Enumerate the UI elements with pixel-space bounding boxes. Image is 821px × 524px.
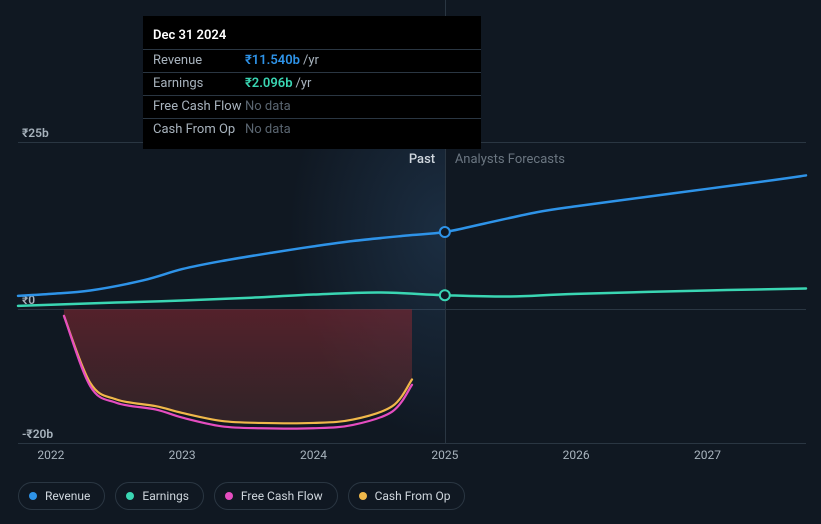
legend-label: Cash From Op bbox=[375, 489, 451, 503]
tooltip-row-nodata: No data bbox=[245, 98, 291, 116]
x-axis-tick-label: 2025 bbox=[431, 448, 458, 462]
tooltip-row-label: Revenue bbox=[153, 52, 245, 70]
tooltip-row: Revenue₹11.540b /yr bbox=[143, 49, 481, 72]
series-area-cash-from-op bbox=[64, 309, 412, 423]
tooltip-row-label: Cash From Op bbox=[153, 121, 245, 139]
chart-area: ₹25b₹0-₹20b Past Analysts Forecasts bbox=[18, 128, 806, 443]
tooltip-row-value: ₹11.540b bbox=[245, 52, 300, 70]
tooltip-date: Dec 31 2024 bbox=[143, 24, 481, 49]
tooltip-row-nodata: No data bbox=[245, 121, 291, 139]
chart-plot[interactable] bbox=[18, 142, 806, 443]
tooltip-row-unit: /yr bbox=[303, 52, 319, 70]
tooltip-row-label: Free Cash Flow bbox=[153, 98, 245, 116]
gridline bbox=[18, 443, 806, 444]
x-axis-tick-label: 2022 bbox=[37, 448, 64, 462]
legend-item-revenue[interactable]: Revenue bbox=[18, 482, 105, 510]
series-line-revenue bbox=[18, 175, 806, 295]
x-axis-tick-label: 2026 bbox=[563, 448, 590, 462]
cursor-marker-revenue bbox=[440, 227, 450, 237]
x-axis: 2022 2023 2024 2025 2026 2027 bbox=[18, 448, 806, 468]
x-axis-tick-label: 2027 bbox=[694, 448, 721, 462]
y-axis-tick-label: ₹25b bbox=[22, 126, 49, 140]
legend-label: Revenue bbox=[45, 489, 90, 503]
legend-dot-icon bbox=[359, 492, 367, 500]
series-line-earnings bbox=[18, 288, 806, 305]
legend-item-cash-from-op[interactable]: Cash From Op bbox=[348, 482, 466, 510]
tooltip-row: Earnings₹2.096b /yr bbox=[143, 72, 481, 95]
x-axis-tick-label: 2024 bbox=[300, 448, 327, 462]
tooltip-row-unit: /yr bbox=[296, 75, 312, 93]
legend-item-earnings[interactable]: Earnings bbox=[115, 482, 204, 510]
tooltip-row: Free Cash FlowNo data bbox=[143, 95, 481, 118]
legend-dot-icon bbox=[225, 492, 233, 500]
legend-dot-icon bbox=[29, 492, 37, 500]
tooltip-row-value: ₹2.096b bbox=[245, 75, 293, 93]
legend-label: Earnings bbox=[142, 489, 189, 503]
legend-dot-icon bbox=[126, 492, 134, 500]
tooltip-row: Cash From OpNo data bbox=[143, 118, 481, 141]
cursor-marker-earnings bbox=[440, 290, 450, 300]
legend-label: Free Cash Flow bbox=[241, 489, 323, 503]
legend-item-free-cash-flow[interactable]: Free Cash Flow bbox=[214, 482, 338, 510]
chart-tooltip: Dec 31 2024 Revenue₹11.540b /yrEarnings₹… bbox=[143, 16, 481, 149]
x-axis-tick-label: 2023 bbox=[169, 448, 196, 462]
tooltip-row-label: Earnings bbox=[153, 75, 245, 93]
chart-legend: Revenue Earnings Free Cash Flow Cash From O… bbox=[18, 482, 465, 510]
